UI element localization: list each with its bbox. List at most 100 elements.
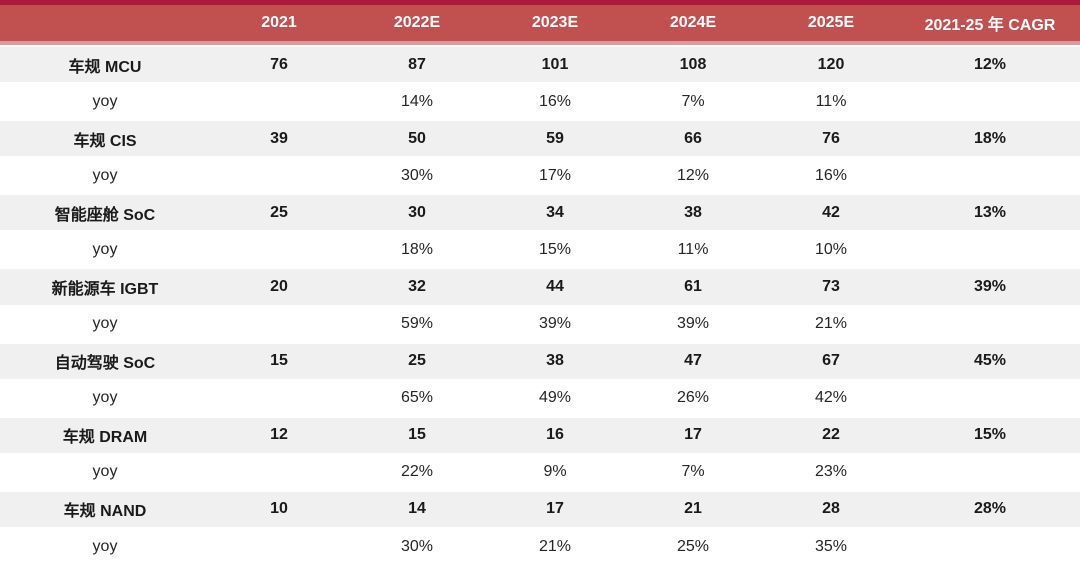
cell-value: 30% [400, 166, 434, 184]
cell-value: 22 [822, 426, 840, 444]
cell-value: 47 [684, 352, 702, 370]
header-cell-2025e: 2025E [807, 14, 855, 31]
cell-value: 35% [814, 537, 848, 555]
cell-cagr: 15% [973, 426, 1007, 444]
cell-value: 10 [270, 500, 288, 518]
cell-value: 87 [408, 55, 426, 73]
cell-value: 25 [270, 203, 288, 221]
row-label: yoy [92, 315, 118, 333]
table-row: yoy 30% 21% 25% 35% [0, 529, 1080, 564]
table-row: 车规 MCU 76 87 101 108 120 12% [0, 45, 1080, 85]
cell-value: 14% [400, 92, 434, 110]
table-row: yoy 22% 9% 7% 23% [0, 454, 1080, 490]
table-row: 车规 NAND 10 14 17 21 28 28% [0, 489, 1080, 530]
cell-cagr: 45% [973, 352, 1007, 370]
cell-value: 21 [684, 500, 702, 518]
table-row: 车规 DRAM 12 15 16 17 22 15% [0, 415, 1080, 455]
header-cell-2023e: 2023E [531, 14, 579, 31]
cell-value: 50 [408, 129, 426, 147]
row-label: 新能源车 IGBT [51, 281, 159, 298]
cell-cagr: 18% [973, 129, 1007, 147]
table-body: 车规 MCU 76 87 101 108 120 12% yoy 14% 16% 7% 11% 车规 C… [0, 45, 1080, 564]
cell-value: 25% [676, 537, 710, 555]
header-cell-2022e: 2022E [393, 14, 441, 31]
cell-value: 25 [408, 352, 426, 370]
cell-cagr: 12% [973, 55, 1007, 73]
row-label: yoy [92, 537, 118, 555]
cell-value: 65% [400, 389, 434, 407]
cell-value: 67 [822, 352, 840, 370]
cell-value: 30% [400, 537, 434, 555]
row-label: yoy [92, 463, 118, 481]
row-label: yoy [92, 166, 118, 184]
cell-value: 73 [822, 278, 840, 295]
cell-value: 108 [679, 55, 707, 73]
cell-value: 16 [546, 426, 564, 444]
cell-value: 15 [408, 426, 426, 444]
cell-value: 66 [684, 129, 702, 147]
cell-value: 61 [684, 278, 702, 295]
cell-value: 9% [543, 463, 567, 481]
cell-value: 44 [546, 278, 564, 295]
cell-value: 120 [817, 55, 845, 73]
cell-value: 17 [684, 426, 702, 444]
row-label: 车规 MCU [68, 58, 142, 76]
cell-value: 14 [408, 500, 426, 518]
cell-value: 15 [270, 352, 288, 370]
cell-value: 23% [814, 463, 848, 481]
table-row: yoy 14% 16% 7% 11% [0, 84, 1080, 120]
cell-cagr: 39% [973, 278, 1007, 295]
cell-value: 39% [676, 315, 710, 333]
header-cell-cagr: 2021-25 年 CAGR [924, 17, 1056, 34]
table-row: yoy 65% 49% 26% 42% [0, 380, 1080, 416]
cell-value: 42% [814, 389, 848, 407]
cell-value: 12 [270, 426, 288, 444]
table-row: yoy 30% 17% 12% 16% [0, 158, 1080, 194]
cell-value: 15% [538, 240, 572, 258]
cell-value: 49% [538, 389, 572, 407]
cell-value: 39 [270, 129, 288, 147]
cell-value: 16% [538, 92, 572, 110]
table-row: 车规 CIS 39 50 59 66 76 18% [0, 119, 1080, 159]
cell-value: 26% [676, 389, 710, 407]
cell-value: 38 [684, 203, 702, 221]
cell-value: 28 [822, 500, 840, 518]
cell-value: 22% [400, 463, 434, 481]
cell-value: 7% [681, 463, 705, 481]
row-label: 智能座舱 SoC [54, 206, 156, 224]
header-cell-2024e: 2024E [669, 14, 717, 31]
cell-value: 30 [408, 203, 426, 221]
cell-value: 17 [546, 500, 564, 518]
cell-value: 20 [270, 278, 288, 295]
cell-value: 76 [822, 129, 840, 147]
row-label: yoy [92, 240, 118, 258]
table-row: yoy 59% 39% 39% 21% [0, 306, 1080, 342]
cell-value: 59% [400, 315, 434, 333]
table-header-row: 2021 2022E 2023E 2024E 2025E 2021-25 年 C… [0, 0, 1080, 45]
cell-cagr: 28% [973, 500, 1007, 518]
cell-value: 42 [822, 203, 840, 221]
cell-value: 76 [270, 55, 288, 73]
cell-value: 21% [538, 537, 572, 555]
row-label: 车规 DRAM [62, 429, 148, 447]
cell-value: 38 [546, 352, 564, 370]
cell-value: 39% [538, 315, 572, 333]
row-label: 车规 NAND [63, 503, 147, 521]
table-row: 自动驾驶 SoC 15 25 38 47 67 45% [0, 341, 1080, 381]
cell-value: 7% [681, 92, 705, 110]
cell-value: 34 [546, 203, 564, 221]
cell-value: 11% [815, 92, 847, 110]
table-row: 智能座舱 SoC 25 30 34 38 42 13% [0, 193, 1080, 233]
cell-value: 32 [408, 278, 426, 295]
row-label: 车规 CIS [73, 132, 137, 150]
table-row: 新能源车 IGBT 20 32 44 61 73 39% [0, 267, 1080, 307]
cell-value: 101 [541, 55, 569, 73]
cell-value: 59 [546, 129, 564, 147]
row-label: 自动驾驶 SoC [54, 355, 156, 373]
cell-cagr: 13% [973, 203, 1007, 221]
row-label: yoy [92, 92, 118, 110]
table-row: yoy 18% 15% 11% 10% [0, 232, 1080, 268]
cell-value: 21% [814, 315, 848, 333]
cell-value: 18% [400, 240, 434, 258]
